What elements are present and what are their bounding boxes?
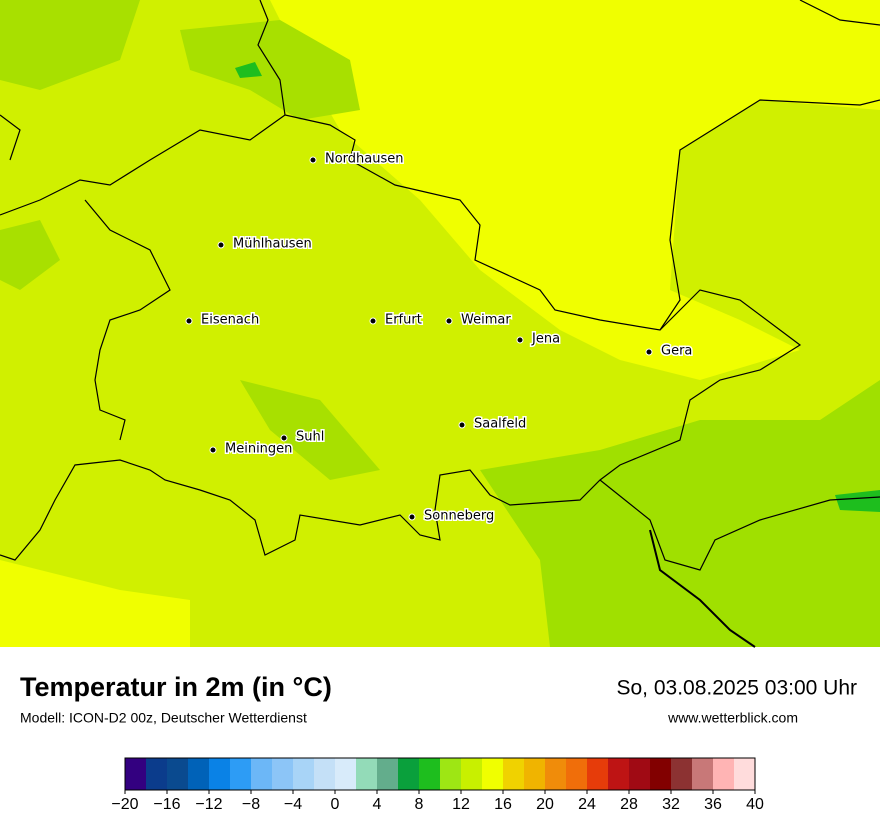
colorbar-tick-label: −4 (284, 796, 302, 813)
color-bin (251, 758, 273, 790)
color-bin (713, 758, 735, 790)
color-bin (461, 758, 483, 790)
color-bin (545, 758, 567, 790)
warm-region (270, 0, 880, 380)
color-bin (629, 758, 651, 790)
city-label: Nordhausen (325, 152, 404, 167)
color-bin (692, 758, 714, 790)
city-dot (445, 317, 453, 325)
city-markers: Nordhausen Mühlhausen Eisenach Erfurt Weimar… (185, 150, 694, 525)
map: Nordhausen Mühlhausen Eisenach Erfurt Weimar… (0, 0, 880, 648)
colorbar-frame (124, 757, 756, 791)
city-label: Saalfeld (474, 417, 526, 432)
city-dot (369, 317, 377, 325)
color-bin (314, 758, 336, 790)
color-bin (566, 758, 588, 790)
color-bin (230, 758, 252, 790)
color-bin (356, 758, 378, 790)
color-bin (734, 758, 756, 790)
colorbar-tick-label: −16 (153, 796, 180, 813)
color-bin (482, 758, 504, 790)
state-border (659, 99, 880, 331)
city-dot (408, 513, 416, 521)
colorbar-tick-label: 20 (536, 796, 554, 813)
map-title: Temperatur in 2m (in °C) (20, 672, 332, 702)
colorbar-tick-label: 16 (494, 796, 512, 813)
city-dot (645, 348, 653, 356)
city-dot (280, 434, 288, 442)
colorbar-tick-label: 40 (746, 796, 764, 813)
color-bin (293, 758, 315, 790)
color-bin (167, 758, 189, 790)
city-label: Jena (531, 332, 560, 347)
colorbar: −20 −16 −12 −8 −4 0 4 8 12 16 20 24 28 32 36 40 (111, 757, 764, 813)
city-label: Mühlhausen (233, 237, 312, 252)
color-bin (188, 758, 210, 790)
colorbar-tick-label: 0 (331, 796, 340, 813)
warm-region (0, 560, 190, 647)
colorbar-tick-label: 28 (620, 796, 638, 813)
colorbar-tick-label: 36 (704, 796, 722, 813)
green-spot (835, 490, 880, 512)
color-bin (587, 758, 609, 790)
city-label: Gera (661, 344, 692, 359)
color-bin (125, 758, 147, 790)
colorbar-tick-label: 4 (373, 796, 382, 813)
color-bin (272, 758, 294, 790)
colorbar-tick-label: 32 (662, 796, 680, 813)
cool-region (480, 380, 880, 647)
color-bin (419, 758, 441, 790)
state-border (599, 479, 880, 571)
cool-region (0, 0, 140, 90)
color-bin (671, 758, 693, 790)
city-label: Meiningen (225, 442, 292, 457)
color-bin (377, 758, 399, 790)
source: www.wetterblick.com (667, 710, 798, 726)
colorbar-tick-label: 8 (415, 796, 424, 813)
color-bin (440, 758, 462, 790)
city-dot (458, 421, 466, 429)
color-bin (335, 758, 357, 790)
cool-region (180, 20, 360, 120)
city-label: Sonneberg (424, 509, 494, 524)
city-dot (516, 336, 524, 344)
state-border (0, 114, 21, 161)
state-border (0, 114, 286, 216)
color-bin (650, 758, 672, 790)
city-dot (217, 241, 225, 249)
forecast-time: So, 03.08.2025 03:00 Uhr (616, 677, 857, 700)
state-border (799, 0, 880, 26)
city-dot (309, 156, 317, 164)
colorbar-tick-label: −20 (111, 796, 138, 813)
city-label: Erfurt (385, 313, 422, 328)
color-bin (209, 758, 231, 790)
color-bin (503, 758, 525, 790)
color-bin (524, 758, 546, 790)
color-bin (146, 758, 168, 790)
cool-region (240, 380, 380, 480)
colorbar-tick-label: −12 (195, 796, 222, 813)
state-border (84, 199, 171, 441)
green-spot (235, 62, 262, 78)
map-subtitle: Modell: ICON-D2 00z, Deutscher Wetterdie… (20, 710, 307, 726)
city-label: Weimar (461, 313, 511, 328)
colorbar-tick-label: −8 (242, 796, 260, 813)
country-border (649, 529, 756, 648)
cool-region (0, 220, 60, 290)
colorbar-tick-label: 12 (452, 796, 470, 813)
city-label: Eisenach (201, 313, 259, 328)
city-label: Suhl (296, 430, 324, 445)
color-bin (608, 758, 630, 790)
color-bin (398, 758, 420, 790)
city-dot (185, 317, 193, 325)
colorbar-tick-label: 24 (578, 796, 596, 813)
city-dot (209, 446, 217, 454)
